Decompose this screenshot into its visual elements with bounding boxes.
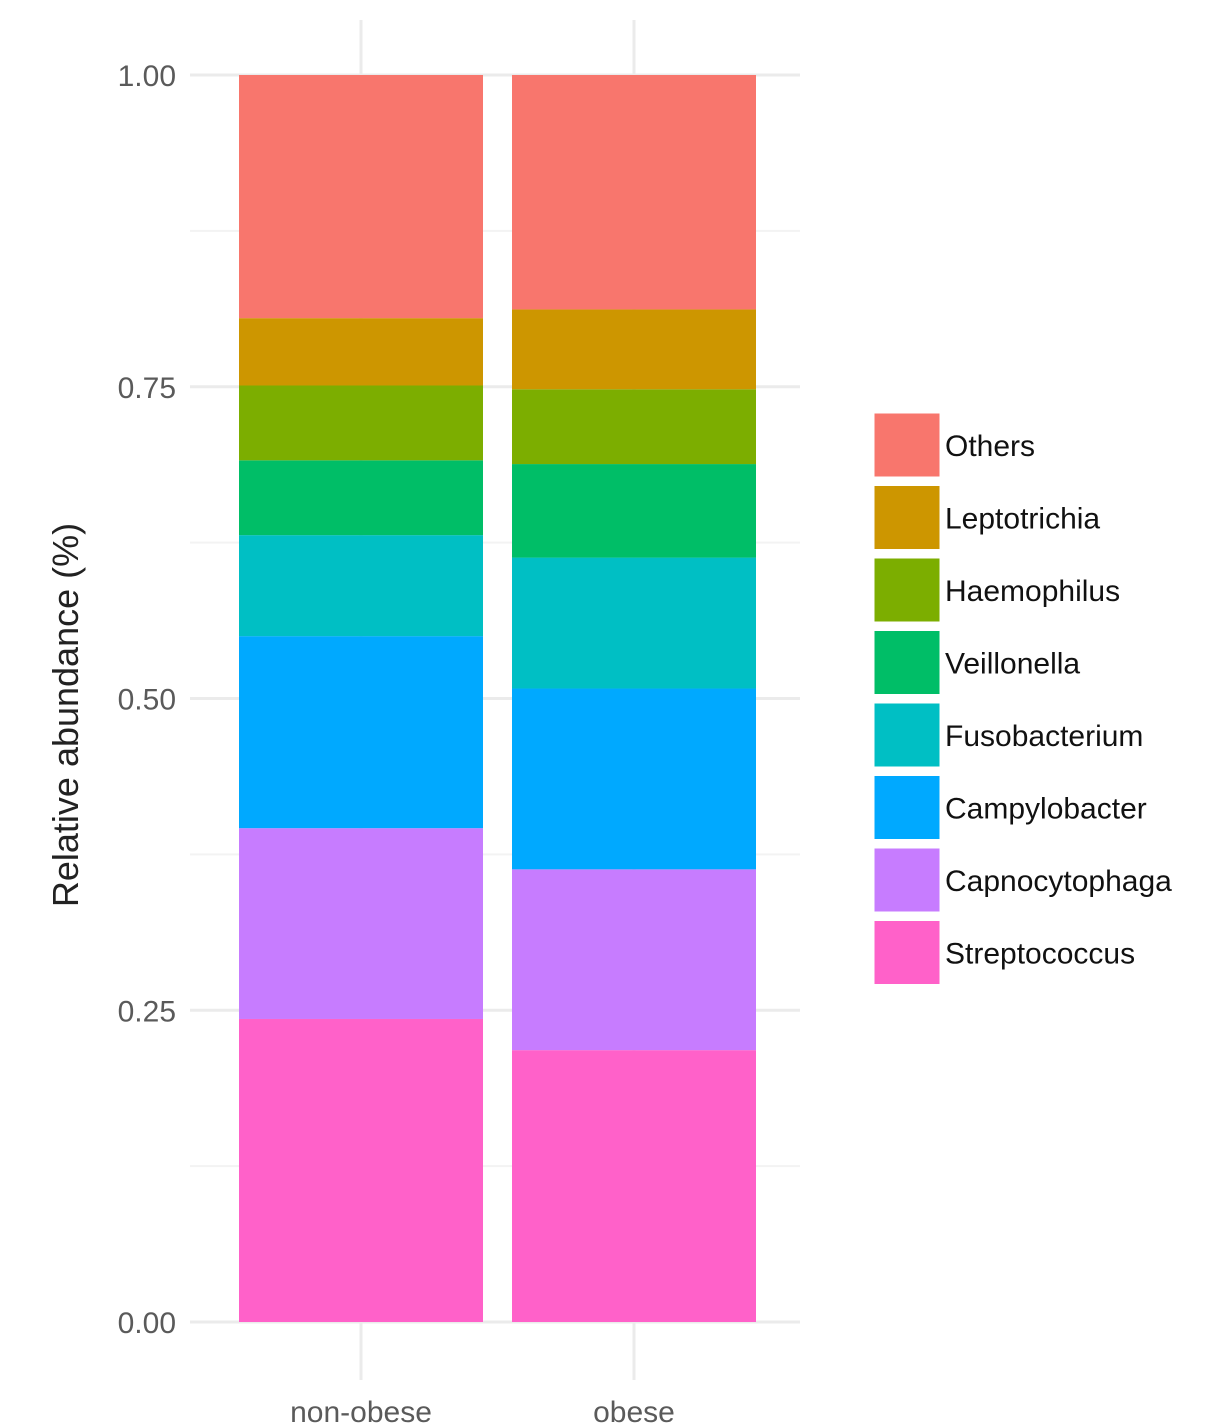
legend-label-streptococcus: Streptococcus	[945, 938, 1135, 971]
bar-segment-veillonella	[239, 460, 483, 536]
y-tick-label: 0.50	[118, 684, 176, 717]
bar-segment-veillonella	[512, 464, 756, 558]
legend-key-campylobacter	[871, 773, 943, 842]
legend-label-fusobacterium: Fusobacterium	[945, 720, 1143, 753]
bar-segment-fusobacterium	[239, 535, 483, 637]
bar-segment-capnocytophaga	[239, 828, 483, 1019]
legend-key-streptococcus	[871, 918, 943, 987]
bar-segment-streptococcus	[512, 1050, 756, 1322]
legend-key-haemophilus	[871, 555, 943, 625]
legend-label-capnocytophaga: Capnocytophaga	[945, 865, 1172, 898]
y-tick-label: 1.00	[118, 60, 176, 93]
bar-segment-others	[239, 75, 483, 319]
legend-key-others	[871, 410, 943, 480]
legend-label-veillonella: Veillonella	[945, 648, 1080, 681]
y-axis: 0.00 0.25 0.50 0.75 1.00	[118, 60, 176, 1340]
legend-label-campylobacter: Campylobacter	[945, 793, 1147, 826]
bar-segment-haemophilus	[512, 389, 756, 465]
legend-key-capnocytophaga	[871, 845, 943, 915]
bar-segment-others	[512, 75, 756, 310]
legend-key-fusobacterium	[871, 700, 943, 770]
bar-segment-campylobacter	[512, 688, 756, 870]
legend-label-leptotrichia: Leptotrichia	[945, 503, 1100, 536]
y-tick-label: 0.75	[118, 372, 176, 405]
x-tick-label: obese	[593, 1396, 675, 1428]
bar-segment-haemophilus	[239, 385, 483, 461]
legend-key-veillonella	[871, 628, 943, 697]
legend-label-others: Others	[945, 430, 1035, 463]
bar-segment-capnocytophaga	[512, 869, 756, 1051]
bar-segment-streptococcus	[239, 1018, 483, 1322]
y-tick-label: 0.00	[118, 1307, 176, 1340]
y-axis-title: Relative abundance (%)	[45, 523, 86, 907]
legend-key-leptotrichia	[871, 483, 943, 552]
x-axis: non-obese obese	[290, 1396, 675, 1428]
bar-segment-fusobacterium	[512, 557, 756, 689]
bar-segment-campylobacter	[239, 636, 483, 829]
bars	[239, 75, 756, 1322]
x-tick-label: non-obese	[290, 1396, 432, 1428]
bar-segment-leptotrichia	[239, 318, 483, 386]
legend: Others Leptotrichia Haemophilus Veillonella…	[871, 410, 1172, 987]
y-tick-label: 0.25	[118, 995, 176, 1028]
bar-segment-leptotrichia	[512, 309, 756, 390]
legend-label-haemophilus: Haemophilus	[945, 575, 1120, 608]
